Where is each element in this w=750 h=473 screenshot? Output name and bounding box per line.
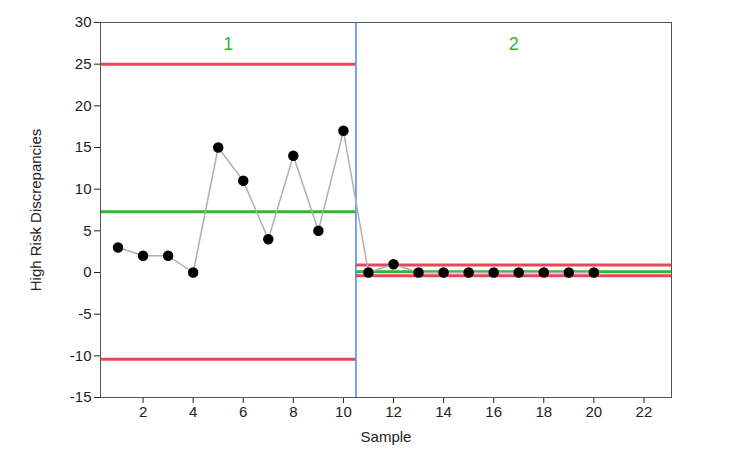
svg-text:22: 22 — [636, 403, 653, 420]
svg-text:-5: -5 — [78, 305, 91, 322]
svg-text:1: 1 — [223, 34, 233, 54]
svg-text:-10: -10 — [70, 347, 92, 364]
svg-text:14: 14 — [435, 403, 452, 420]
svg-text:20: 20 — [586, 403, 603, 420]
svg-text:Sample: Sample — [361, 428, 412, 445]
svg-text:4: 4 — [189, 403, 197, 420]
svg-text:16: 16 — [485, 403, 502, 420]
svg-text:2: 2 — [509, 34, 519, 54]
svg-text:0: 0 — [83, 263, 91, 280]
svg-text:12: 12 — [385, 403, 402, 420]
svg-text:10: 10 — [75, 180, 92, 197]
svg-text:5: 5 — [83, 222, 91, 239]
svg-text:18: 18 — [535, 403, 552, 420]
svg-text:10: 10 — [335, 403, 352, 420]
svg-text:2: 2 — [139, 403, 147, 420]
svg-text:6: 6 — [239, 403, 247, 420]
svg-text:-15: -15 — [70, 388, 92, 405]
svg-text:30: 30 — [75, 13, 92, 30]
svg-text:High Risk Discrepancies: High Risk Discrepancies — [27, 129, 44, 292]
svg-text:25: 25 — [75, 55, 92, 72]
svg-text:8: 8 — [289, 403, 297, 420]
svg-text:15: 15 — [75, 138, 92, 155]
svg-text:20: 20 — [75, 97, 92, 114]
